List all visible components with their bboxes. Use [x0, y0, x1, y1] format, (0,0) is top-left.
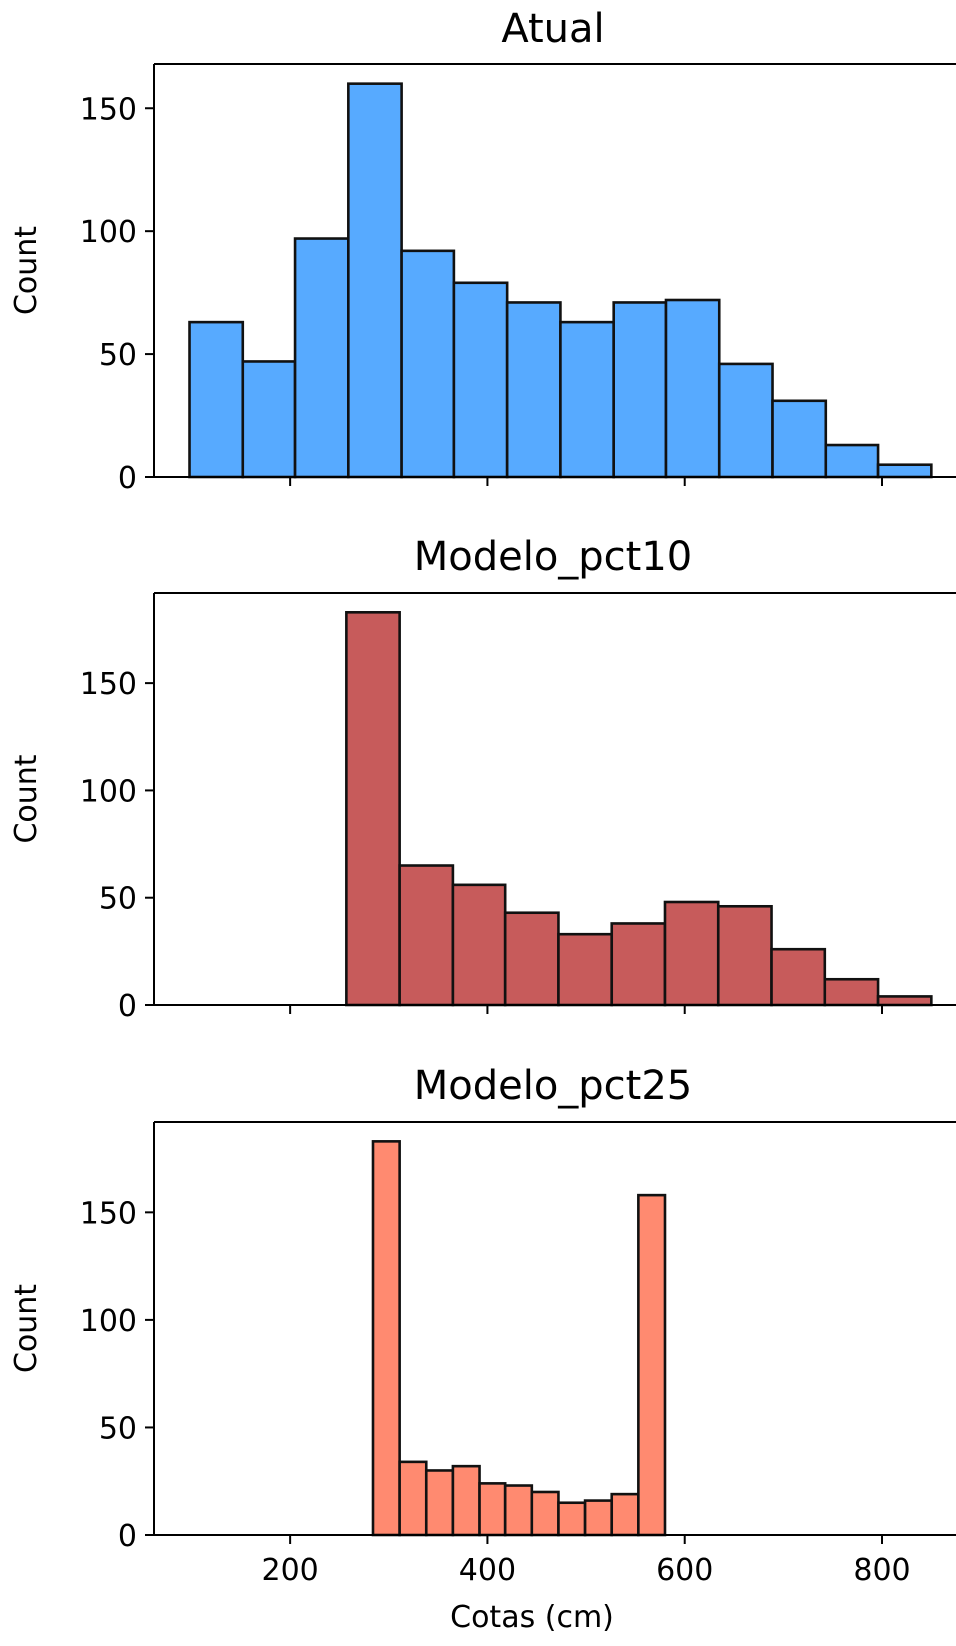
- x-tick-label: 800: [853, 1553, 910, 1588]
- y-tick-label: 100: [80, 215, 137, 250]
- histogram-bar: [505, 301, 562, 479]
- histogram-bar: [824, 443, 880, 479]
- y-tick-label: 150: [80, 1196, 137, 1231]
- histogram-bar: [716, 904, 773, 1007]
- y-tick-label: 50: [99, 1411, 137, 1446]
- histogram-panel-2: 0 50 100 150 Modelo_pct10 Count: [9, 534, 956, 1024]
- y-axis-label: Count: [9, 1284, 44, 1373]
- histogram-bar: [530, 1490, 560, 1537]
- y-tick-label: 0: [118, 989, 137, 1024]
- histogram-bar: [371, 1140, 401, 1537]
- histogram-bar: [452, 281, 509, 479]
- histogram-bar: [398, 864, 455, 1007]
- y-tick-label: 100: [80, 774, 137, 809]
- panel-title: Modelo_pct25: [414, 1063, 693, 1109]
- histogram-bar: [610, 922, 667, 1007]
- histogram-bar: [503, 911, 560, 1007]
- x-tick-label: 600: [656, 1553, 713, 1588]
- y-axis-label: Count: [9, 226, 44, 315]
- histogram-bar: [557, 1501, 587, 1537]
- histogram-bar: [451, 883, 507, 1007]
- histogram-bar: [663, 900, 720, 1007]
- histogram-bar: [717, 362, 774, 479]
- histogram-bar: [345, 611, 401, 1007]
- y-tick-label: 0: [118, 461, 137, 496]
- panel-title: Modelo_pct10: [414, 534, 693, 580]
- histogram-bar: [876, 463, 933, 479]
- histogram-panel-1: 0 50 100 150 Atual Count: [9, 6, 956, 496]
- y-tick-label: 100: [80, 1304, 137, 1339]
- histogram-bar: [612, 301, 668, 479]
- histogram-bar: [241, 360, 297, 479]
- histogram-bar: [610, 1492, 640, 1537]
- histogram-bar: [583, 1499, 614, 1537]
- histogram-bar: [770, 947, 827, 1007]
- y-tick-label: 150: [80, 667, 137, 702]
- histogram-bar: [478, 1482, 507, 1537]
- y-tick-label: 50: [99, 338, 137, 373]
- histogram-bar: [293, 237, 350, 479]
- histogram-bar: [188, 320, 245, 479]
- x-axis-label: Cotas (cm): [450, 1600, 614, 1635]
- panel-title: Atual: [501, 6, 604, 52]
- y-tick-label: 150: [80, 92, 137, 127]
- histogram-panel-3: 0 50 100 150 200 400 600 800 Modelo_pct25 Count Co…: [9, 1063, 956, 1635]
- y-tick-label: 50: [99, 882, 137, 917]
- histogram-bar: [664, 298, 721, 479]
- histogram-bar: [400, 249, 456, 479]
- histogram-bar: [424, 1469, 455, 1537]
- histogram-bar: [503, 1484, 534, 1537]
- histogram-bar: [451, 1464, 481, 1537]
- y-axis-label: Count: [9, 754, 44, 843]
- x-tick-label: 400: [459, 1553, 516, 1588]
- histogram-bar: [876, 995, 933, 1007]
- histogram-bar: [771, 399, 828, 479]
- histogram-bar: [557, 932, 614, 1007]
- histogram-bar: [637, 1193, 667, 1537]
- x-tick-label: 200: [262, 1553, 319, 1588]
- histogram-bar: [559, 320, 615, 479]
- histogram-bar: [823, 977, 880, 1007]
- y-tick-label: 0: [118, 1519, 137, 1554]
- histogram-bar: [398, 1460, 428, 1537]
- histogram-bar: [347, 82, 403, 479]
